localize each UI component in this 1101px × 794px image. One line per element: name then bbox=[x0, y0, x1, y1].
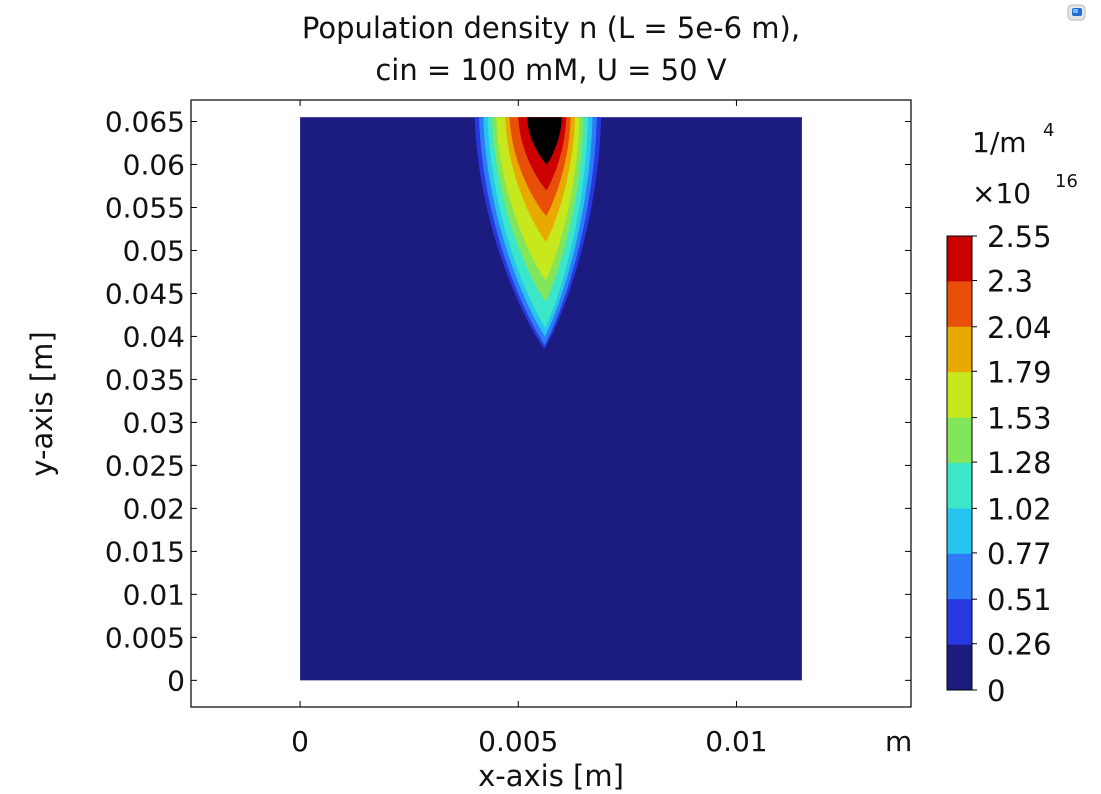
x-unit-label: m bbox=[885, 725, 912, 758]
x-axis-label: x-axis [m] bbox=[478, 759, 624, 793]
colorbar-band bbox=[947, 463, 972, 509]
y-tick-label: 0.025 bbox=[105, 449, 185, 482]
y-tick-label: 0.065 bbox=[105, 105, 185, 138]
colorbar-band bbox=[947, 599, 972, 646]
colorbar-tick-label: 0.51 bbox=[987, 583, 1052, 617]
y-tick-label: 0.035 bbox=[105, 363, 185, 396]
y-tick-label: 0.04 bbox=[123, 320, 185, 353]
colorbar-tick-label: 2.04 bbox=[987, 311, 1052, 345]
colorbar-tick-label: 1.28 bbox=[987, 446, 1052, 480]
colorbar-unit: 1/m bbox=[972, 126, 1027, 159]
contour-band-10 bbox=[527, 117, 562, 165]
y-tick-label: 0.005 bbox=[105, 621, 185, 654]
colorbar-band bbox=[947, 281, 972, 328]
chart-title-line-2: cin = 100 mM, U = 50 V bbox=[375, 53, 727, 87]
colorbar-tick-label: 1.79 bbox=[987, 355, 1052, 389]
y-axis-label: y-axis [m] bbox=[25, 331, 59, 476]
colorbar-tick-label: 2.55 bbox=[987, 220, 1052, 254]
colorbar-tick-label: 1.53 bbox=[987, 402, 1052, 436]
y-tick-label: 0.015 bbox=[105, 535, 185, 568]
colorbar-multiplier: ×10 bbox=[972, 177, 1031, 210]
colorbar-tick-label: 0.77 bbox=[987, 537, 1052, 571]
colorbar-band bbox=[947, 236, 972, 282]
colorbar-band bbox=[947, 326, 972, 373]
colorbar-tick-label: 0.26 bbox=[987, 628, 1052, 662]
colorbar-band bbox=[947, 553, 972, 600]
x-tick-label: 0.01 bbox=[705, 725, 767, 758]
y-tick-label: 0.02 bbox=[123, 492, 185, 525]
colorbar-band bbox=[947, 417, 972, 464]
colorbar-tick-label: 1.02 bbox=[987, 492, 1052, 526]
colorbar-tick-label: 0 bbox=[987, 674, 1005, 708]
colorbar-band bbox=[947, 508, 972, 555]
chart-title-line-1: Population density n (L = 5e-6 m), bbox=[301, 11, 801, 45]
colorbar-outline bbox=[946, 235, 973, 691]
x-tick-label: 0 bbox=[291, 725, 309, 758]
y-tick-label: 0.05 bbox=[123, 234, 185, 267]
app-logo-icon[interactable] bbox=[1066, 2, 1088, 24]
colorbar-band bbox=[947, 372, 972, 419]
y-tick-label: 0.06 bbox=[123, 148, 185, 181]
y-tick-label: 0.045 bbox=[105, 277, 185, 310]
colorbar-multiplier-superscript: 16 bbox=[1055, 171, 1078, 192]
y-tick-label: 0.01 bbox=[123, 578, 185, 611]
y-tick-label: 0.03 bbox=[123, 406, 185, 439]
colorbar-band bbox=[947, 644, 972, 691]
y-tick-label: 0 bbox=[167, 664, 185, 697]
colorbar-tick-label: 2.3 bbox=[987, 265, 1033, 299]
x-tick-label: 0.005 bbox=[478, 725, 558, 758]
y-tick-label: 0.055 bbox=[105, 191, 185, 224]
colorbar-unit-superscript: 4 bbox=[1043, 120, 1054, 141]
